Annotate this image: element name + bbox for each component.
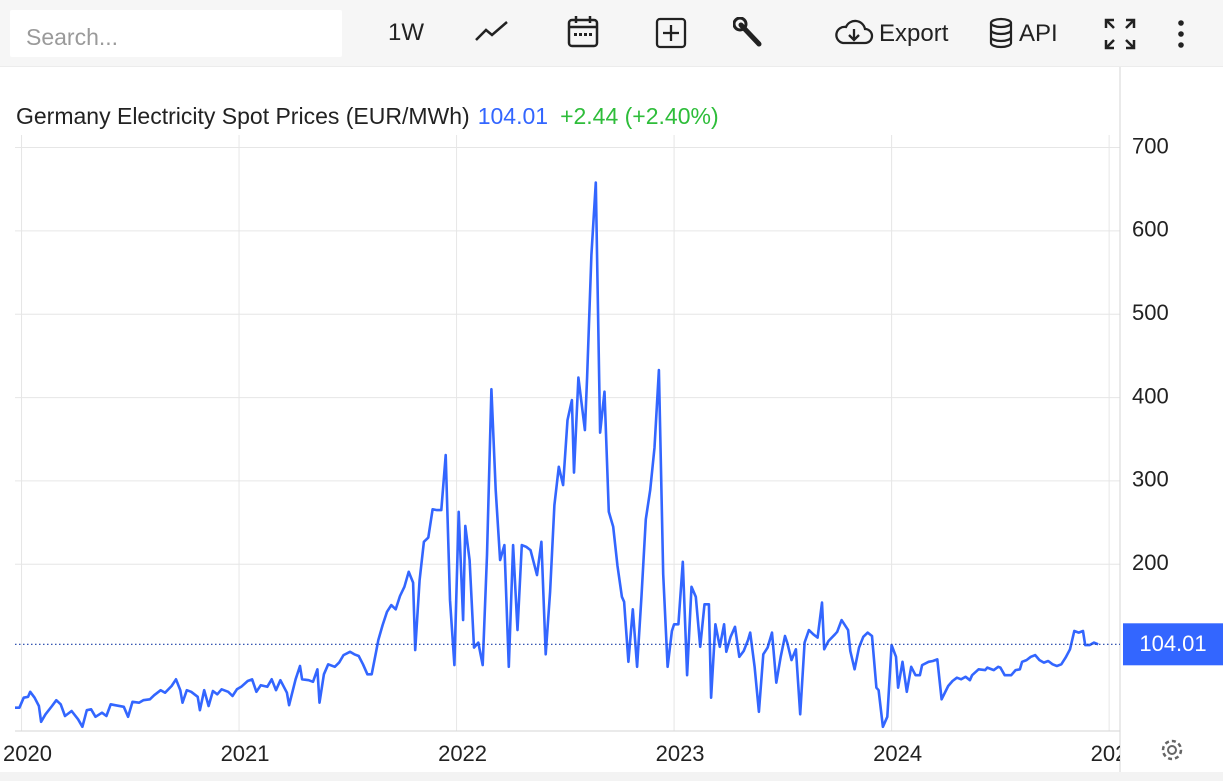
data-line	[15, 181, 1099, 729]
line-icon[interactable]	[474, 18, 510, 46]
chart-title: Germany Electricity Spot Prices (EUR/MWh…	[16, 103, 470, 129]
y-tick-label: 200	[1132, 550, 1169, 575]
footer-strip	[0, 772, 1223, 781]
y-tick-label: 600	[1132, 217, 1169, 242]
y-tick-label: 400	[1132, 383, 1169, 408]
last-value-badge	[1123, 623, 1223, 666]
last-value-label: 104.01	[1139, 631, 1206, 656]
export-icon[interactable]	[834, 18, 874, 48]
change: +2.44 (+2.40%)	[560, 103, 719, 129]
y-tick-label: 500	[1132, 300, 1169, 325]
api-icon[interactable]	[988, 17, 1014, 49]
api-button[interactable]: API	[1019, 20, 1058, 47]
x-tick-label: 2024	[873, 741, 922, 766]
x-tick-label: 2020	[3, 741, 52, 766]
x-labels: 2020 2021 2022 2023 2024 2025	[3, 741, 1140, 766]
y-tick-label: 300	[1132, 467, 1169, 492]
search-placeholder: Search...	[26, 24, 119, 50]
x-tick-label: 2023	[656, 741, 705, 766]
overlay: 200 300 400 500 600 700 104.01	[15, 133, 1223, 666]
x-tick-label: 2021	[221, 741, 270, 766]
add-icon[interactable]	[655, 17, 687, 49]
chart-header: Germany Electricity Spot Prices (EUR/MWh…	[16, 103, 731, 130]
export-button[interactable]: Export	[879, 20, 949, 47]
fullscreen-icon[interactable]	[1103, 17, 1137, 51]
search-box[interactable]: Search...	[10, 10, 342, 57]
toolbar: Search... 1W Export API	[0, 0, 1223, 67]
x-tick-label: 2022	[438, 741, 487, 766]
menu-icon[interactable]	[1174, 19, 1188, 49]
plot	[15, 181, 1099, 729]
settings-wrench[interactable]	[733, 17, 765, 51]
y-tick-label: 700	[1132, 133, 1169, 158]
grid	[15, 135, 1120, 731]
settings-icon[interactable]	[1161, 739, 1183, 761]
last-value: 104.01	[477, 103, 549, 129]
period-button[interactable]: 1W	[388, 19, 424, 46]
calendar-icon[interactable]	[566, 14, 600, 50]
x-tick-label: 2025	[1091, 741, 1140, 766]
